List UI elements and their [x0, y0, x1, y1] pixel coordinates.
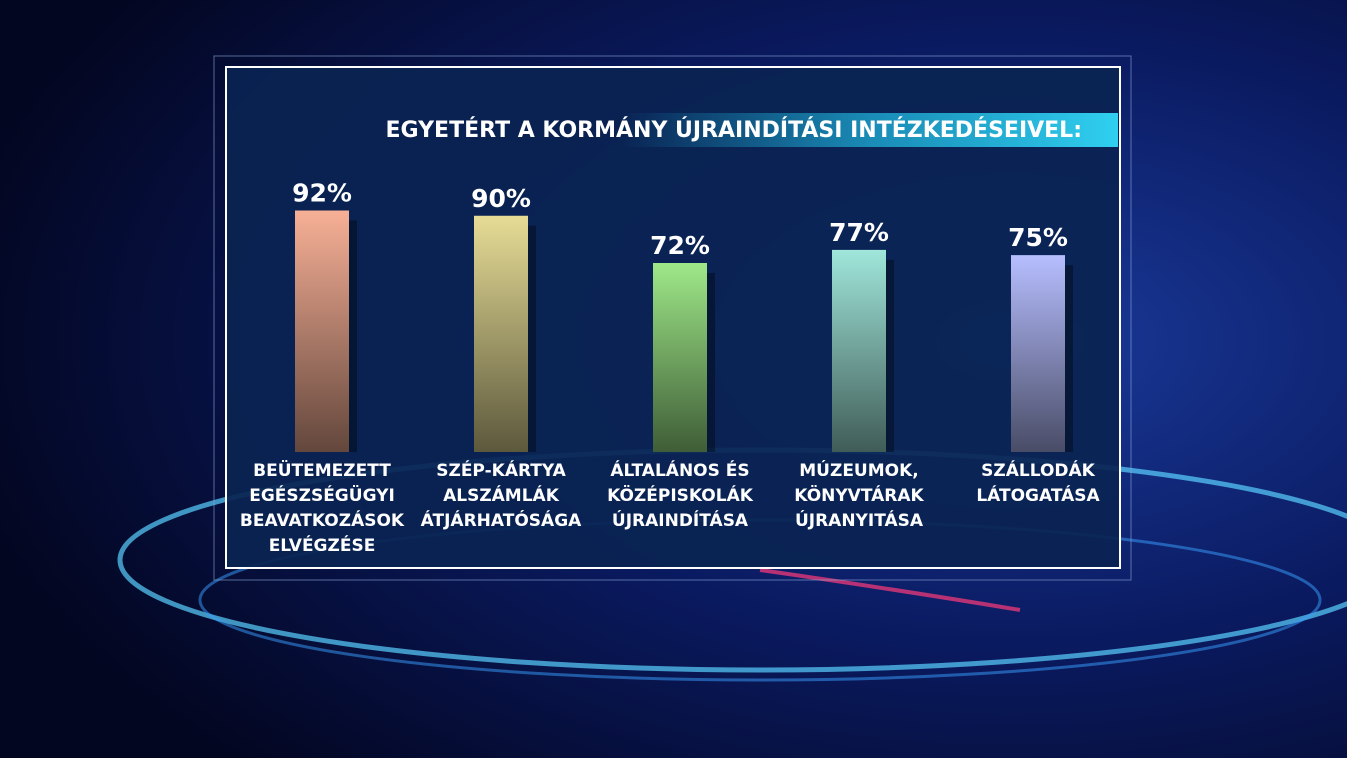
glow-line: [759, 568, 1021, 612]
panel-outer: [213, 55, 1132, 581]
bar-shade: [832, 249, 886, 452]
value-label: 75%: [1008, 223, 1068, 252]
value-label: 92%: [292, 179, 352, 208]
value-label: 77%: [829, 218, 889, 247]
category-label: MÚZEUMOK, KÖNYVTÁRAK ÚJRANYITÁSA: [794, 459, 924, 531]
bar-shade: [653, 263, 707, 452]
title-bar: [620, 113, 1118, 147]
value-label: 90%: [471, 184, 531, 213]
category-label: ÁLTALÁNOS ÉS KÖZÉPISKOLÁK ÚJRAINDÍTÁSA: [607, 459, 754, 531]
category-label: SZÁLLODÁK LÁTOGATÁSA: [976, 459, 1100, 506]
value-label: 72%: [650, 231, 710, 260]
category-label: BEÜTEMEZETT EGÉSZSÉGÜGYI BEAVATKOZÁSOK ELVÉ…: [240, 459, 405, 556]
bar-shade: [1011, 255, 1065, 452]
category-label: SZÉP-KÁRTYA ALSZÁMLÁK ÁTJÁRHATÓSÁGA: [421, 459, 582, 531]
bar-shade: [474, 215, 528, 452]
bar-shade: [295, 210, 349, 452]
chart-title: EGYETÉRT A KORMÁNY ÚJRAINDÍTÁSI INTÉZKED…: [386, 117, 1082, 143]
